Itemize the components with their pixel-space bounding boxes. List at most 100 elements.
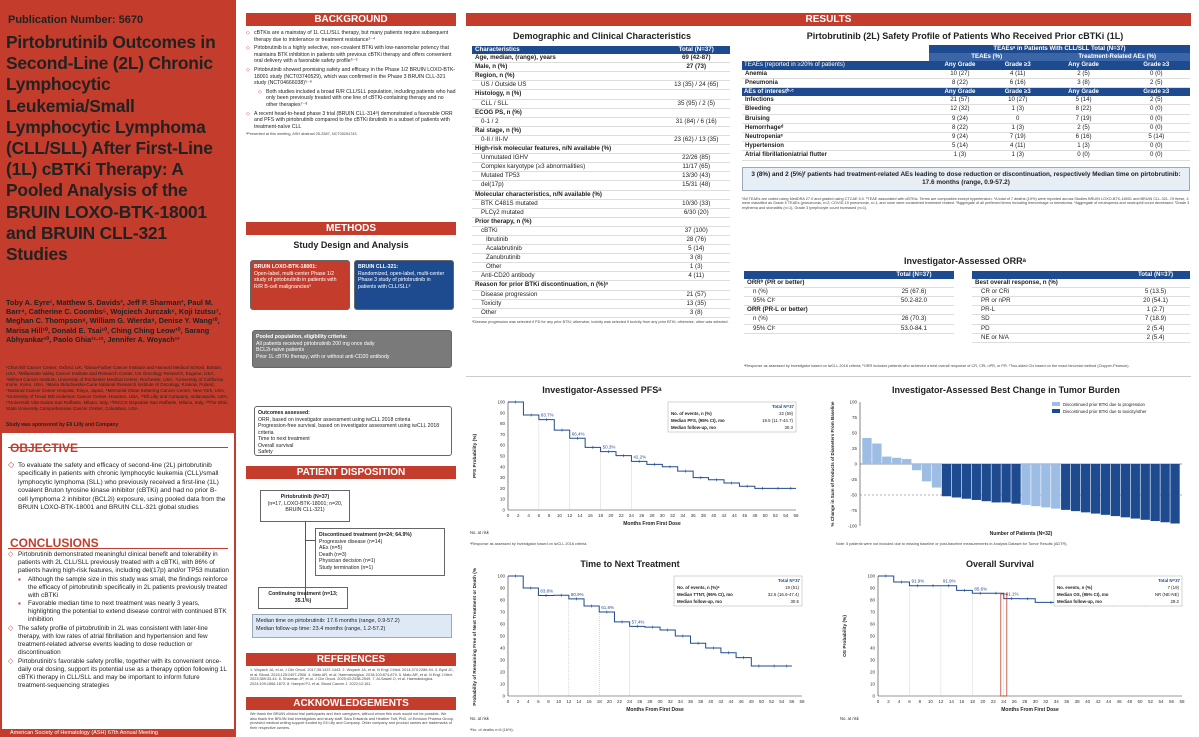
y-tick-label: 10 — [870, 682, 876, 687]
x-tick-label: 6 — [537, 699, 540, 704]
safety-row: Bleeding 12 (32) 1 (3) 8 (22) 0 (0) — [742, 104, 1190, 115]
x-tick-label: 16 — [588, 513, 594, 518]
x-tick-label: 50 — [759, 699, 765, 704]
background-footnote: ᵃPresented at this meeting, ASH abstract… — [246, 132, 358, 137]
ae-value: 1 (3) — [990, 150, 1045, 161]
outcome-item: Time to next treatment — [258, 436, 310, 442]
row-label: 0-1 / 2 — [472, 117, 663, 127]
landmark-label: 83.8% — [540, 588, 553, 593]
waterfall-bar — [1120, 464, 1131, 518]
ae-value: 0 (0) — [1122, 69, 1190, 79]
table-row: Reason for prior BTKi discontinuation, n… — [472, 280, 730, 291]
ae-value: 5 (14) — [1044, 96, 1123, 106]
x-tick-label: 44 — [729, 699, 735, 704]
x-tick-label: 2 — [517, 513, 520, 518]
ae-value: 0 (0) — [1044, 150, 1123, 161]
legend-value: 7 (19) — [1168, 585, 1180, 590]
legend-label: No. of events, n (%)ᵃ — [677, 585, 720, 590]
table-row: n (%) 26 (70.3) — [744, 314, 954, 325]
y-tick-label: 60 — [500, 443, 506, 448]
waterfall-bar — [931, 464, 942, 488]
orr-right-table: Total (N=37) Best overall response, n (%… — [972, 271, 1190, 343]
pooled-item: All patients received pirtobrutinib 200 … — [256, 340, 375, 347]
row-value: 4 (11) — [662, 271, 730, 282]
y-tick-label: 0 — [872, 694, 875, 699]
ae-value: 0 (0) — [1122, 150, 1190, 161]
row-label: Acalabrutinib — [472, 244, 663, 255]
waterfall-bar — [1170, 464, 1180, 524]
ae-value: 2 (5) — [1122, 78, 1190, 89]
conclusion-item: Favorable median time to next treatment … — [18, 600, 230, 624]
x-tick-label: 14 — [577, 513, 583, 518]
ae-name: Neutropeniaᵉ — [742, 132, 929, 143]
landmark-label: 91.9% — [943, 579, 956, 584]
table-row: SD 7 (18.9) — [972, 314, 1190, 325]
ae-value: 5 (14) — [1122, 132, 1190, 143]
x-tick-label: 18 — [598, 513, 604, 518]
row-label: PD — [972, 324, 1122, 334]
row-value — [873, 279, 954, 289]
x-tick-label: 52 — [769, 699, 775, 704]
outcome-item: Safety — [258, 449, 273, 455]
row-label: Male, n (%) — [472, 62, 663, 73]
safety-col-header: Grade ≥3 — [990, 61, 1045, 70]
x-tick-label: 44 — [732, 513, 738, 518]
legend-value: 30.5 — [790, 599, 799, 604]
ae-value: 0 (0) — [1122, 123, 1190, 134]
row-label: Mutated TP53 — [472, 171, 663, 182]
x-tick-label: 52 — [773, 513, 779, 518]
waterfall-bar — [1150, 464, 1160, 522]
x-tick-label: 18 — [597, 699, 603, 704]
ae-value: 2 (5) — [1044, 69, 1123, 79]
safety-highlight: 3 (8%) and 2 (5%)ᶠ patients had treatmen… — [742, 166, 1190, 191]
x-tick-label: 42 — [721, 513, 727, 518]
discontinued-title: Discontinued treatment (n=24; 64.9%) — [319, 532, 412, 538]
background-item: Both studies included a broad R/R CLL/SL… — [258, 89, 456, 109]
demographics-body: Age, median, (range), years 69 (42-87) Mal… — [472, 54, 730, 318]
row-label: PR-L — [972, 305, 1122, 316]
legend-box — [673, 575, 803, 607]
legend-label: No. events, n (%) — [1057, 585, 1093, 590]
conclusion-item: The safety profile of pirtobrutinib in 2… — [8, 625, 230, 657]
x-tick-label: 48 — [1127, 699, 1133, 704]
table-row: Age, median, (range), years 69 (42-87) — [472, 54, 730, 64]
row-value: 7 (18.9) — [1121, 314, 1190, 325]
conclusion-item: Although the sample size in this study w… — [18, 576, 230, 600]
x-tick-label: 24 — [627, 699, 633, 704]
orr-footnote: ᵃResponse as assessed by investigator ba… — [744, 364, 1130, 368]
ae-value: 6 (16) — [1044, 132, 1123, 143]
x-tick-label: 50 — [1138, 699, 1144, 704]
row-value: 69 (42-87) — [662, 54, 730, 64]
tumor-chart: 100 75 50 25 0 -25 -50 -75 -100 % Change in Sum o… — [830, 400, 1182, 537]
ae-value: 4 (11) — [990, 141, 1045, 152]
y-tick-label: 30 — [500, 658, 506, 663]
references-heading: REFERENCES — [246, 653, 456, 666]
highlight-24-month — [1000, 593, 1008, 697]
table-row: del(17p) 15/31 (48) — [472, 180, 730, 191]
ae-name: Bruising — [742, 114, 929, 124]
x-tick-label: 46 — [742, 513, 748, 518]
x-tick-label: 56 — [793, 513, 799, 518]
background-section: cBTKis are a mainstay of 1L CLL/SLL ther… — [246, 30, 456, 137]
ae-value: 1 (3) — [1044, 141, 1123, 152]
x-tick-label: 28 — [1022, 699, 1028, 704]
y-tick-label: 30 — [500, 475, 506, 480]
objective-divider — [8, 447, 228, 448]
row-value: 3 (8) — [662, 308, 730, 318]
table-row: Other 1 (3) — [472, 262, 730, 273]
x-tick-label: 10 — [556, 699, 562, 704]
row-value: 6/30 (20) — [662, 208, 730, 218]
affiliations: ¹Churchill Cancer Center, Oxford, UK, ²D… — [6, 365, 229, 411]
ae-name: Hypertension — [742, 141, 929, 152]
y-tick-label: 80 — [500, 598, 506, 603]
waterfall-bar — [971, 464, 981, 500]
x-tick-label: 10 — [928, 699, 934, 704]
legend-header: Total N=37 — [772, 404, 795, 409]
legend-label: No. of events, n (%) — [671, 411, 712, 416]
row-value: 1 (2.7) — [1121, 305, 1190, 316]
y-tick-label: 40 — [500, 646, 506, 651]
safety-body: Anemia 10 (27) 4 (11) 2 (5) 0 (0) Pneumonia 8 … — [742, 69, 1190, 89]
outcome-item: Progression-free survival, based on inve… — [258, 423, 440, 436]
legend-label: Median PFS, (95% CI), mo — [671, 418, 725, 423]
